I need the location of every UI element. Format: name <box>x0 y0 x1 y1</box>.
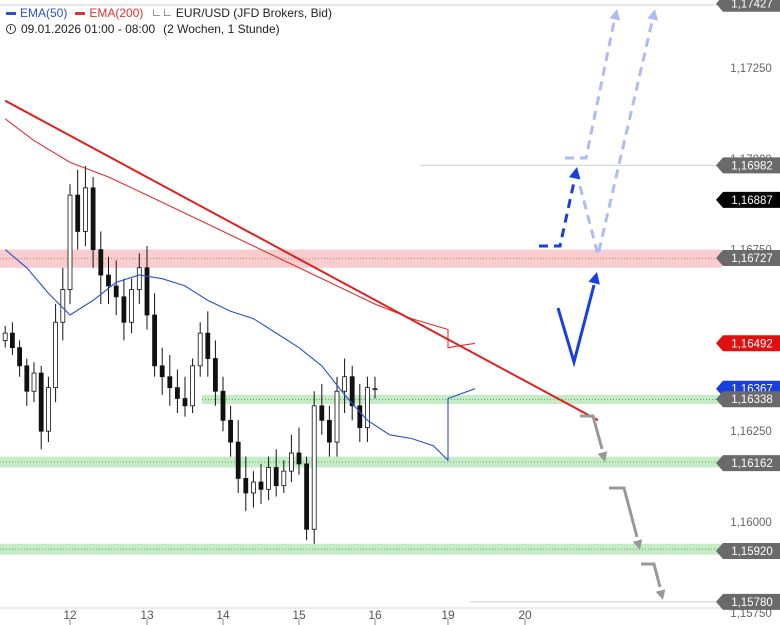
candle-body <box>320 406 324 421</box>
x-tick-label: 20 <box>518 608 532 622</box>
y-tick-label: 1,16000 <box>730 517 772 529</box>
candle-body <box>229 420 233 442</box>
ema50-line <box>5 250 475 461</box>
price-label-text: 1,16887 <box>731 195 773 207</box>
price-label-text: 1,16492 <box>731 338 773 350</box>
light-blue-arrow-2 <box>580 22 652 255</box>
candle-body <box>213 359 217 392</box>
candle-body <box>221 391 225 420</box>
candle-body <box>206 333 210 358</box>
x-tick-label: 19 <box>441 608 455 622</box>
candle-body <box>358 406 362 428</box>
candle-body <box>274 468 278 486</box>
candle-body <box>39 373 43 431</box>
blue-bounce-arrow-head <box>588 272 599 285</box>
y-tick-label: 1,16250 <box>730 426 772 438</box>
candle-body <box>160 366 164 377</box>
candle-body <box>3 333 7 340</box>
candle-body <box>18 348 22 366</box>
x-tick-label: 13 <box>140 608 154 622</box>
gray-arrow-2 <box>609 488 637 537</box>
candle-body <box>327 420 331 442</box>
candle-body <box>114 286 118 297</box>
candle-body <box>244 478 248 493</box>
ema-lines-layer <box>5 119 475 461</box>
candle-body <box>76 195 80 231</box>
ema50-swatch <box>6 12 16 15</box>
candles-layer <box>3 166 377 544</box>
candle-body <box>32 373 36 391</box>
ema200-line <box>5 119 475 348</box>
candle-body <box>91 188 95 250</box>
instrument-label: EUR/USD (JFD Brokers, Bid) <box>176 5 332 21</box>
candle-body <box>25 366 29 391</box>
x-tick-label: 15 <box>292 608 306 622</box>
candle-body <box>373 389 377 390</box>
legend-row-indicators: EMA(50) EMA(200) ∟∟ EUR/USD (JFD Brokers… <box>6 5 332 21</box>
ema200-swatch <box>75 12 85 15</box>
candle-body <box>289 453 293 471</box>
ohlc-bars-icon: ∟∟ <box>151 5 173 21</box>
candle-body <box>343 377 347 392</box>
candle-body <box>236 442 240 478</box>
candle-body <box>145 268 149 315</box>
candle-body <box>175 388 179 399</box>
price-label-text: 1,16338 <box>731 394 773 406</box>
candle-body <box>282 471 286 486</box>
clock-icon <box>6 24 16 34</box>
gray-arrow-3-head <box>656 589 666 600</box>
price-label-text: 1,16727 <box>731 253 773 265</box>
price-label-text: 1,16162 <box>731 458 773 470</box>
candle-body <box>153 315 157 366</box>
candle-body <box>259 482 263 489</box>
candle-body <box>54 322 58 387</box>
gray-arrow-3 <box>641 564 660 587</box>
light-blue-arrow-2-head <box>647 9 658 21</box>
light-blue-arrow-1-head <box>610 9 621 21</box>
candle-body <box>312 406 316 529</box>
gray-arrow-1 <box>580 416 602 449</box>
candle-body <box>83 188 87 232</box>
x-tick-label: 16 <box>368 608 382 622</box>
candle-body <box>267 468 271 490</box>
x-tick-label: 14 <box>216 608 230 622</box>
price-label-text: 1,16982 <box>731 160 773 172</box>
price-label-text: 1,15780 <box>731 597 773 609</box>
ema50-label: EMA(50) <box>20 5 67 21</box>
light-blue-arrow-1 <box>565 22 614 158</box>
ema200-label: EMA(200) <box>89 5 143 21</box>
candle-body <box>46 388 50 432</box>
projection-arrows-layer <box>539 9 665 600</box>
candle-body <box>137 268 141 290</box>
candle-body <box>107 275 111 286</box>
y-tick-label: 1,17250 <box>730 63 772 75</box>
price-label-text: 1,15920 <box>731 546 773 558</box>
candle-body <box>130 290 134 323</box>
candle-body <box>99 250 103 275</box>
candle-body <box>183 399 187 406</box>
candle-body <box>122 297 126 322</box>
candle-body <box>68 195 72 289</box>
candle-body <box>297 453 301 464</box>
legend-row-time: 09.01.2026 01:00 - 08:00 (2 Wochen, 1 St… <box>6 21 332 37</box>
candle-body <box>168 377 172 388</box>
candle-body <box>198 333 202 366</box>
candle-body <box>335 391 339 442</box>
candle-body <box>251 482 255 493</box>
period-label: (2 Wochen, 1 Stunde) <box>163 21 280 37</box>
blue-dashed-arrow <box>539 182 574 246</box>
chart-legend: EMA(50) EMA(200) ∟∟ EUR/USD (JFD Brokers… <box>6 5 332 37</box>
x-tick-label: 12 <box>63 608 77 622</box>
price-label-text: 1,17427 <box>731 0 773 11</box>
blue-dashed-arrow-head <box>569 167 581 180</box>
candle-body <box>10 333 14 348</box>
blue-bounce-arrow <box>558 285 594 362</box>
time-range-label: 09.01.2026 01:00 - 08:00 <box>21 21 155 37</box>
candle-body <box>191 366 195 406</box>
candle-body <box>305 464 309 529</box>
